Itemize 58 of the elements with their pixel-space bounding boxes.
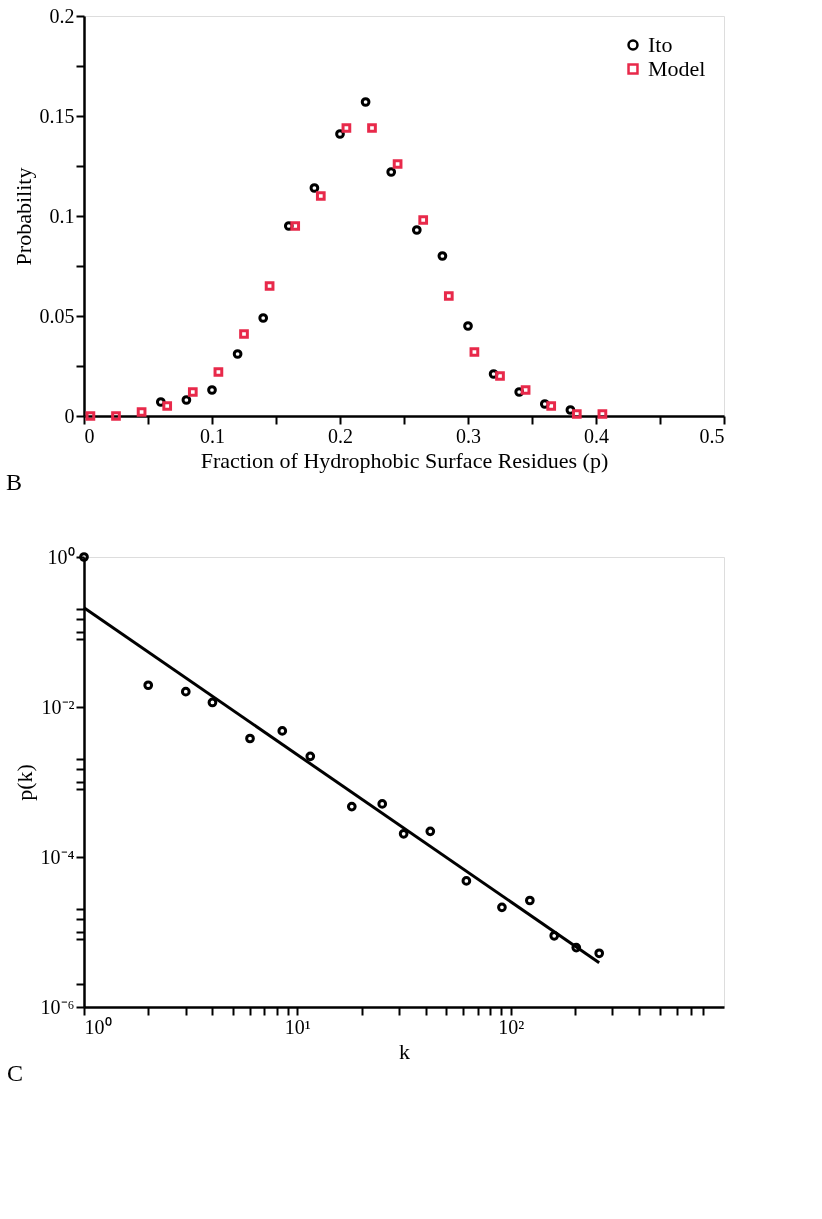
point <box>162 401 173 411</box>
x-tick-label: 0.4 <box>584 424 609 447</box>
y-tick-label: 10⁻⁶ <box>40 995 75 1018</box>
point <box>187 387 198 397</box>
x-axis-title: Fraction of Hydrophobic Surface Residues (p) <box>200 447 609 473</box>
point <box>290 221 301 231</box>
point <box>392 159 403 169</box>
x-tick-label: 0.5 <box>699 424 725 447</box>
x-tick-label: 10¹ <box>284 1015 311 1038</box>
legend-label: Model <box>648 56 706 81</box>
point <box>546 401 557 411</box>
point <box>571 409 582 419</box>
point <box>264 281 275 291</box>
point <box>386 167 397 177</box>
point <box>258 313 269 323</box>
point <box>463 321 473 331</box>
point <box>111 411 121 421</box>
point <box>239 329 249 339</box>
point <box>418 215 429 225</box>
point <box>437 251 448 261</box>
legend-label: Ito <box>648 32 673 57</box>
point <box>341 123 352 133</box>
point <box>411 225 422 235</box>
x-tick-label: 10⁰ <box>84 1015 112 1038</box>
y-tick-label: 0.1 <box>49 204 75 227</box>
point <box>367 123 377 133</box>
x-axis-title: k <box>399 1038 410 1064</box>
point <box>85 411 96 421</box>
y-tick-label: 10⁰ <box>47 545 75 568</box>
point <box>309 183 320 193</box>
y-tick-label: 0 <box>64 404 75 427</box>
y-tick-label: 10⁻⁴ <box>40 845 75 868</box>
point <box>181 395 192 405</box>
y-tick-label: 0.15 <box>39 104 75 127</box>
point <box>232 349 243 359</box>
y-tick-label: 10⁻² <box>41 695 75 718</box>
x-tick-label: 0 <box>84 424 95 447</box>
y-axis-title: p(k) <box>11 764 37 801</box>
point <box>520 385 531 395</box>
point <box>469 347 480 357</box>
point <box>443 291 454 301</box>
y-axis-title: Probability <box>10 167 36 266</box>
x-tick-label: 0.1 <box>200 424 225 447</box>
point <box>360 97 371 107</box>
point <box>213 367 224 377</box>
text: B <box>5 469 23 495</box>
point <box>315 191 326 201</box>
text: C <box>7 1060 24 1086</box>
x-tick-label: 0.3 <box>456 424 481 447</box>
point <box>335 129 345 139</box>
point <box>495 371 505 381</box>
point <box>597 409 608 419</box>
x-tick-label: 0.2 <box>328 424 353 447</box>
y-tick-label: 0.05 <box>39 304 75 327</box>
point <box>136 407 147 417</box>
x-tick-label: 10² <box>498 1015 525 1038</box>
point <box>207 385 217 395</box>
y-tick-label: 0.2 <box>49 4 75 27</box>
